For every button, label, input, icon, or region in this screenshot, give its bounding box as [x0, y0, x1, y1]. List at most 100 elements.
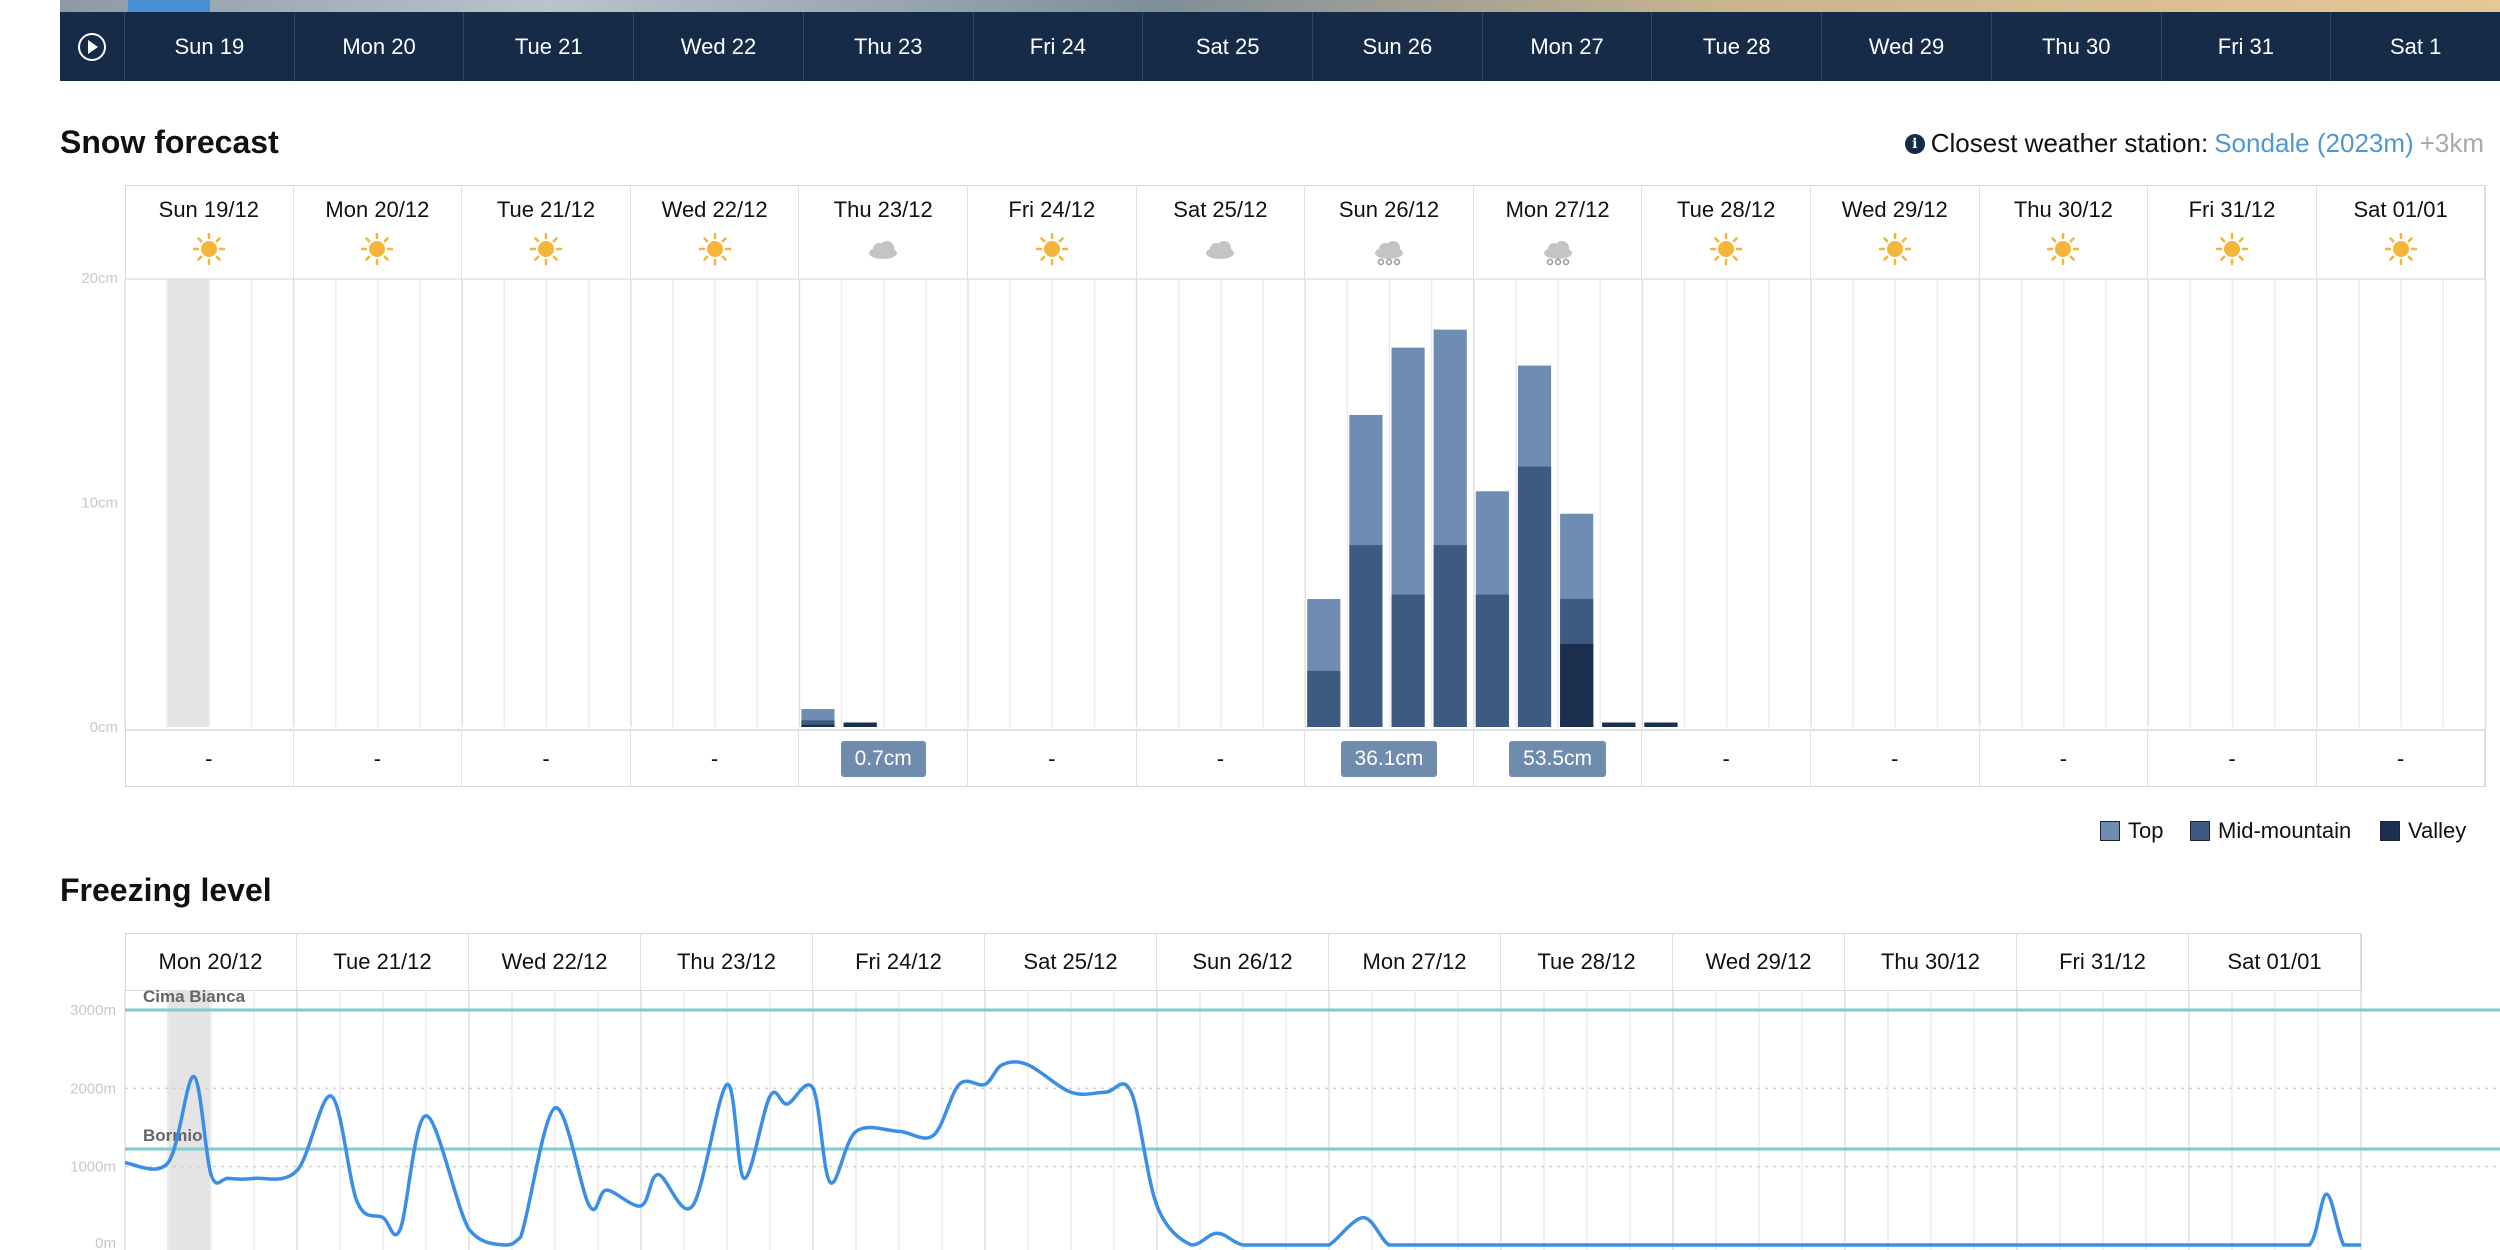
freezing-y-tick: 1000m: [70, 1159, 116, 1176]
legend-swatch: [2100, 821, 2120, 841]
timeline-day[interactable]: Mon 27: [1481, 12, 1652, 81]
timeline-day[interactable]: Sun 26: [1312, 12, 1482, 81]
snow-forecast-title: Snow forecast: [60, 124, 279, 160]
total-dash: -: [542, 745, 550, 771]
snow-day-label: Fri 31/12: [2188, 197, 2276, 222]
timeline-day[interactable]: Wed 22: [633, 12, 803, 81]
timeline-day[interactable]: Thu 30: [1990, 12, 2161, 81]
snow-day-label: Sat 01/01: [2353, 197, 2448, 222]
timeline-day[interactable]: Sat 1: [2330, 12, 2500, 81]
snow-day-header: Thu 30/12: [1980, 185, 2149, 279]
play-button[interactable]: [60, 12, 124, 81]
snow-day-header: Sat 25/12: [1137, 185, 1306, 279]
snow-day-label: Thu 23/12: [833, 197, 933, 222]
timeline-day[interactable]: Wed 29: [1821, 12, 1991, 81]
snow-day-total: -: [462, 730, 631, 787]
total-badge: 36.1cm: [1340, 740, 1438, 777]
legend-swatch: [2380, 821, 2400, 841]
freezing-day-header: Sun 26/12: [1157, 933, 1329, 991]
freezing-level-line: [124, 1060, 2361, 1247]
snow-day-header: Mon 27/12: [1474, 185, 1643, 279]
timeline-day[interactable]: Fri 31: [2160, 12, 2331, 81]
snow-bar-valley: [1560, 643, 1594, 727]
snow-day-label: Sun 19/12: [158, 197, 259, 222]
info-icon: i: [1904, 133, 1925, 154]
snow-bar-mid-mountain: [1475, 594, 1509, 727]
sun-icon: [1035, 232, 1069, 266]
current-time-marker: [167, 279, 210, 727]
snow-day-total: -: [1980, 730, 2149, 787]
snow-bar-mid-mountain: [1391, 594, 1425, 727]
snow-day-label: Wed 29/12: [1841, 197, 1948, 222]
timeline-day[interactable]: Tue 21: [463, 12, 633, 81]
total-badge: 53.5cm: [1509, 740, 1607, 777]
total-dash: -: [2059, 745, 2068, 771]
snow-day-total: -: [294, 730, 463, 787]
snow-day-total: -: [2148, 730, 2317, 787]
legend-item: Mid-mountain: [2190, 818, 2351, 844]
timeline-map-strip: [60, 0, 2500, 12]
total-dash: -: [373, 745, 382, 771]
freezing-day-header: Wed 22/12: [469, 933, 641, 991]
snow-day-header: Sun 26/12: [1305, 185, 1474, 279]
snow-day-total: -: [631, 730, 800, 787]
total-dash: -: [1216, 745, 1225, 771]
freezing-day-header: Wed 29/12: [1673, 933, 1845, 991]
snow-bar-mid-mountain: [1433, 545, 1467, 727]
snow-day-total: 36.1cm: [1305, 730, 1474, 787]
timeline-day[interactable]: Sat 25: [1142, 12, 1312, 81]
snow-bar-mid-mountain: [801, 720, 835, 727]
station-distance: +3km: [2419, 128, 2484, 158]
total-dash: -: [2396, 745, 2405, 771]
snow-day-header: Wed 22/12: [631, 185, 800, 279]
freezing-day-header: Mon 20/12: [125, 933, 297, 991]
snow-day-label: Mon 27/12: [1505, 197, 1610, 222]
snow-y-tick: 20cm: [81, 270, 118, 287]
sun-icon: [2047, 232, 2080, 266]
freezing-day-header: Sat 01/01: [2189, 933, 2361, 991]
freezing-day-header: Tue 21/12: [297, 933, 469, 991]
freezing-y-tick: 2000m: [70, 1080, 116, 1097]
reference-label: Bormio: [143, 1126, 203, 1145]
timeline-day[interactable]: Thu 23: [802, 12, 973, 81]
legend-label: Top: [2128, 818, 2164, 843]
freezing-level-chart: 0m 1000m 2000m 3000m Cima Bianca Bormio: [70, 990, 2500, 1250]
snow-day-total: 0.7cm: [799, 730, 968, 787]
timeline-day[interactable]: Fri 24: [972, 12, 1143, 81]
snow-day-label: Wed 22/12: [661, 197, 768, 222]
snow-day-header: Wed 29/12: [1811, 185, 1980, 279]
total-dash: -: [1891, 745, 1899, 771]
snow-day-total: -: [125, 730, 294, 787]
station-link[interactable]: Sondale (2023m): [2214, 128, 2414, 158]
sun-icon: [361, 232, 394, 266]
freezing-day-header: Fri 31/12: [2017, 933, 2189, 991]
sun-icon: [2384, 232, 2417, 266]
snow-day-header: Sat 01/01: [2317, 185, 2486, 279]
snow-chart: 0cm 10cm 20cm: [81, 270, 2487, 736]
sun-icon: [192, 232, 226, 266]
timeline-day[interactable]: Tue 28: [1651, 12, 1821, 81]
timeline-day[interactable]: Sun 19: [124, 12, 294, 81]
total-dash: -: [1048, 745, 1056, 771]
timeline-day[interactable]: Mon 20: [293, 12, 464, 81]
legend-label: Mid-mountain: [2218, 818, 2352, 843]
snow-day-header: Sun 19/12: [125, 185, 294, 279]
snow-day-total: -: [1811, 730, 1980, 787]
snow-day-label: Tue 28/12: [1677, 197, 1776, 222]
sun-icon: [2215, 232, 2249, 266]
snow-bar-valley: [843, 722, 877, 727]
snow-y-tick: 0cm: [90, 719, 118, 736]
snow-day-header: Mon 20/12: [294, 185, 463, 279]
cloud-icon: [1206, 241, 1235, 259]
total-badge: 0.7cm: [840, 740, 926, 777]
snow-bar-valley: [1644, 722, 1678, 727]
snow-day-header: Fri 24/12: [968, 185, 1137, 279]
snow-day-header: Fri 31/12: [2148, 185, 2317, 279]
closest-station: i Closest weather station: Sondale (2023…: [1904, 128, 2484, 159]
snow-day-header: Tue 21/12: [462, 185, 631, 279]
sun-icon: [1709, 232, 1743, 266]
legend-item: Valley: [2380, 818, 2466, 844]
snow-day-header: Thu 23/12: [799, 185, 968, 279]
freezing-day-header: Thu 30/12: [1845, 933, 2017, 991]
total-dash: -: [205, 745, 213, 771]
